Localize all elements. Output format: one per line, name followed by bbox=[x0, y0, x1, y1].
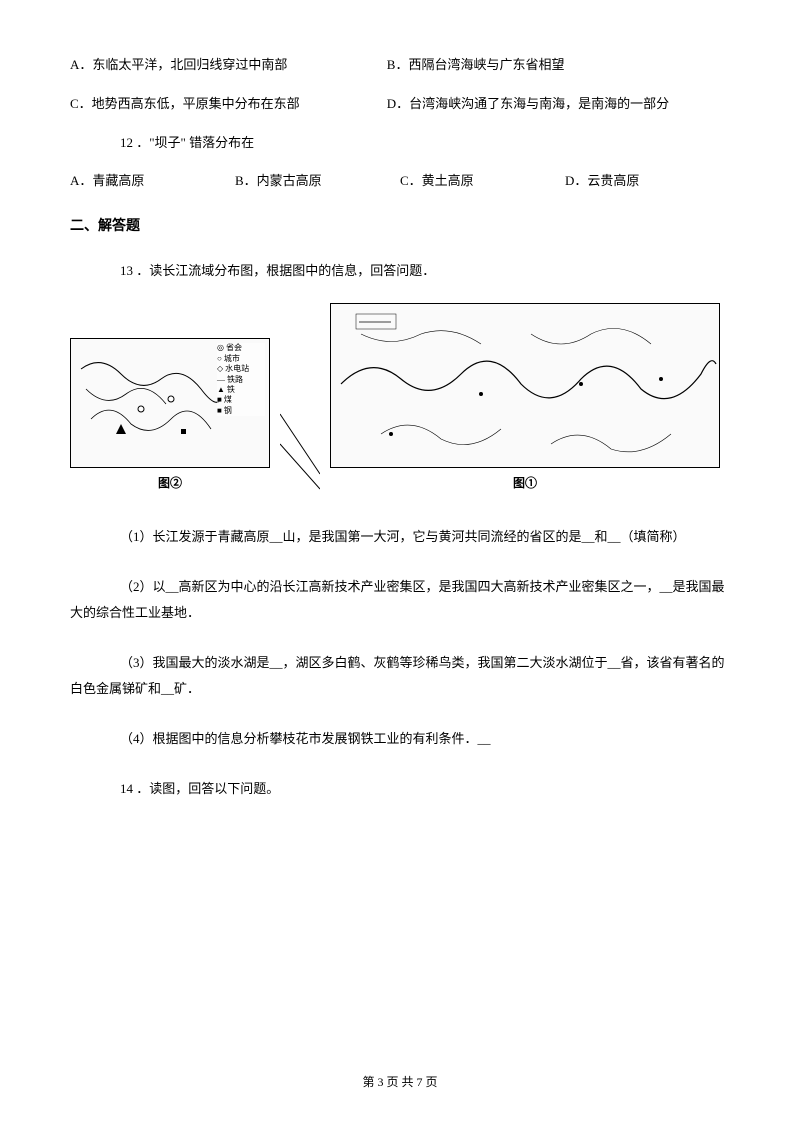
q13-sub1: （1）长江发源于青藏高原__山，是我国第一大河，它与黄河共同流经的省区的是__和… bbox=[70, 524, 730, 550]
option-b: B．西隔台湾海峡与广东省相望 bbox=[387, 55, 730, 76]
map-block-2: ◎省会 ○城市 ◇水电站 —铁路 ▲铁 ■煤 ■钢 图② bbox=[70, 338, 270, 493]
page-footer: 第 3 页 共 7 页 bbox=[0, 1073, 800, 1092]
q12-option-c: C．黄土高原 bbox=[400, 171, 565, 192]
map-block-1: 图① bbox=[330, 303, 720, 493]
option-d: D．台湾海峡沟通了东海与南海，是南海的一部分 bbox=[387, 94, 730, 115]
legend-l3: ◇水电站 bbox=[217, 364, 265, 374]
option-row-2: C．地势西高东低，平原集中分布在东部 D．台湾海峡沟通了东海与南海，是南海的一部… bbox=[70, 94, 730, 115]
legend-l5: ▲铁 bbox=[217, 385, 265, 395]
legend-l7-text: 钢 bbox=[224, 406, 232, 416]
legend-l7: ■钢 bbox=[217, 406, 265, 416]
map-1-svg bbox=[331, 304, 720, 468]
section-2-title: 二、解答题 bbox=[70, 216, 730, 238]
map-1-frame bbox=[330, 303, 720, 468]
q12-options: A．青藏高原 B．内蒙古高原 C．黄土高原 D．云贵高原 bbox=[70, 171, 730, 192]
map-2-frame: ◎省会 ○城市 ◇水电站 —铁路 ▲铁 ■煤 ■钢 bbox=[70, 338, 270, 468]
legend-l6-text: 煤 bbox=[224, 395, 232, 405]
map-1-label: 图① bbox=[330, 474, 720, 493]
option-c: C．地势西高东低，平原集中分布在东部 bbox=[70, 94, 387, 115]
q12-question: 12 ．"坝子" 错落分布在 bbox=[70, 133, 730, 154]
map-2-label: 图② bbox=[70, 474, 270, 493]
legend-l6: ■煤 bbox=[217, 395, 265, 405]
legend-l4: —铁路 bbox=[217, 375, 265, 385]
legend-l2-text: 城市 bbox=[224, 354, 240, 364]
option-a: A．东临太平洋，北回归线穿过中南部 bbox=[70, 55, 387, 76]
legend-l3-text: 水电站 bbox=[225, 364, 249, 374]
q12-option-d: D．云贵高原 bbox=[565, 171, 730, 192]
q13-sub3: （3）我国最大的淡水湖是__，湖区多白鹤、灰鹤等珍稀鸟类，我国第二大淡水湖位于_… bbox=[70, 650, 730, 702]
connector-svg bbox=[280, 354, 320, 494]
legend-l1: ◎省会 bbox=[217, 343, 265, 353]
q12-option-b: B．内蒙古高原 bbox=[235, 171, 400, 192]
q12-option-a: A．青藏高原 bbox=[70, 171, 235, 192]
legend-l2: ○城市 bbox=[217, 354, 265, 364]
legend-l4-text: 铁路 bbox=[227, 375, 243, 385]
legend-l1-text: 省会 bbox=[226, 343, 242, 353]
images-container: ◎省会 ○城市 ◇水电站 —铁路 ▲铁 ■煤 ■钢 图② bbox=[70, 303, 730, 493]
legend-l5-text: 铁 bbox=[227, 385, 235, 395]
option-row-1: A．东临太平洋，北回归线穿过中南部 B．西隔台湾海峡与广东省相望 bbox=[70, 55, 730, 76]
q14-question: 14 ．读图，回答以下问题。 bbox=[70, 776, 730, 802]
q13-question: 13 ．读长江流域分布图，根据图中的信息，回答问题． bbox=[70, 261, 730, 282]
q13-sub4: （4）根据图中的信息分析攀枝花市发展钢铁工业的有利条件．__ bbox=[70, 726, 730, 752]
map-2-legend: ◎省会 ○城市 ◇水电站 —铁路 ▲铁 ■煤 ■钢 bbox=[217, 343, 265, 416]
q13-sub2: （2）以__高新区为中心的沿长江高新技术产业密集区，是我国四大高新技术产业密集区… bbox=[70, 574, 730, 626]
